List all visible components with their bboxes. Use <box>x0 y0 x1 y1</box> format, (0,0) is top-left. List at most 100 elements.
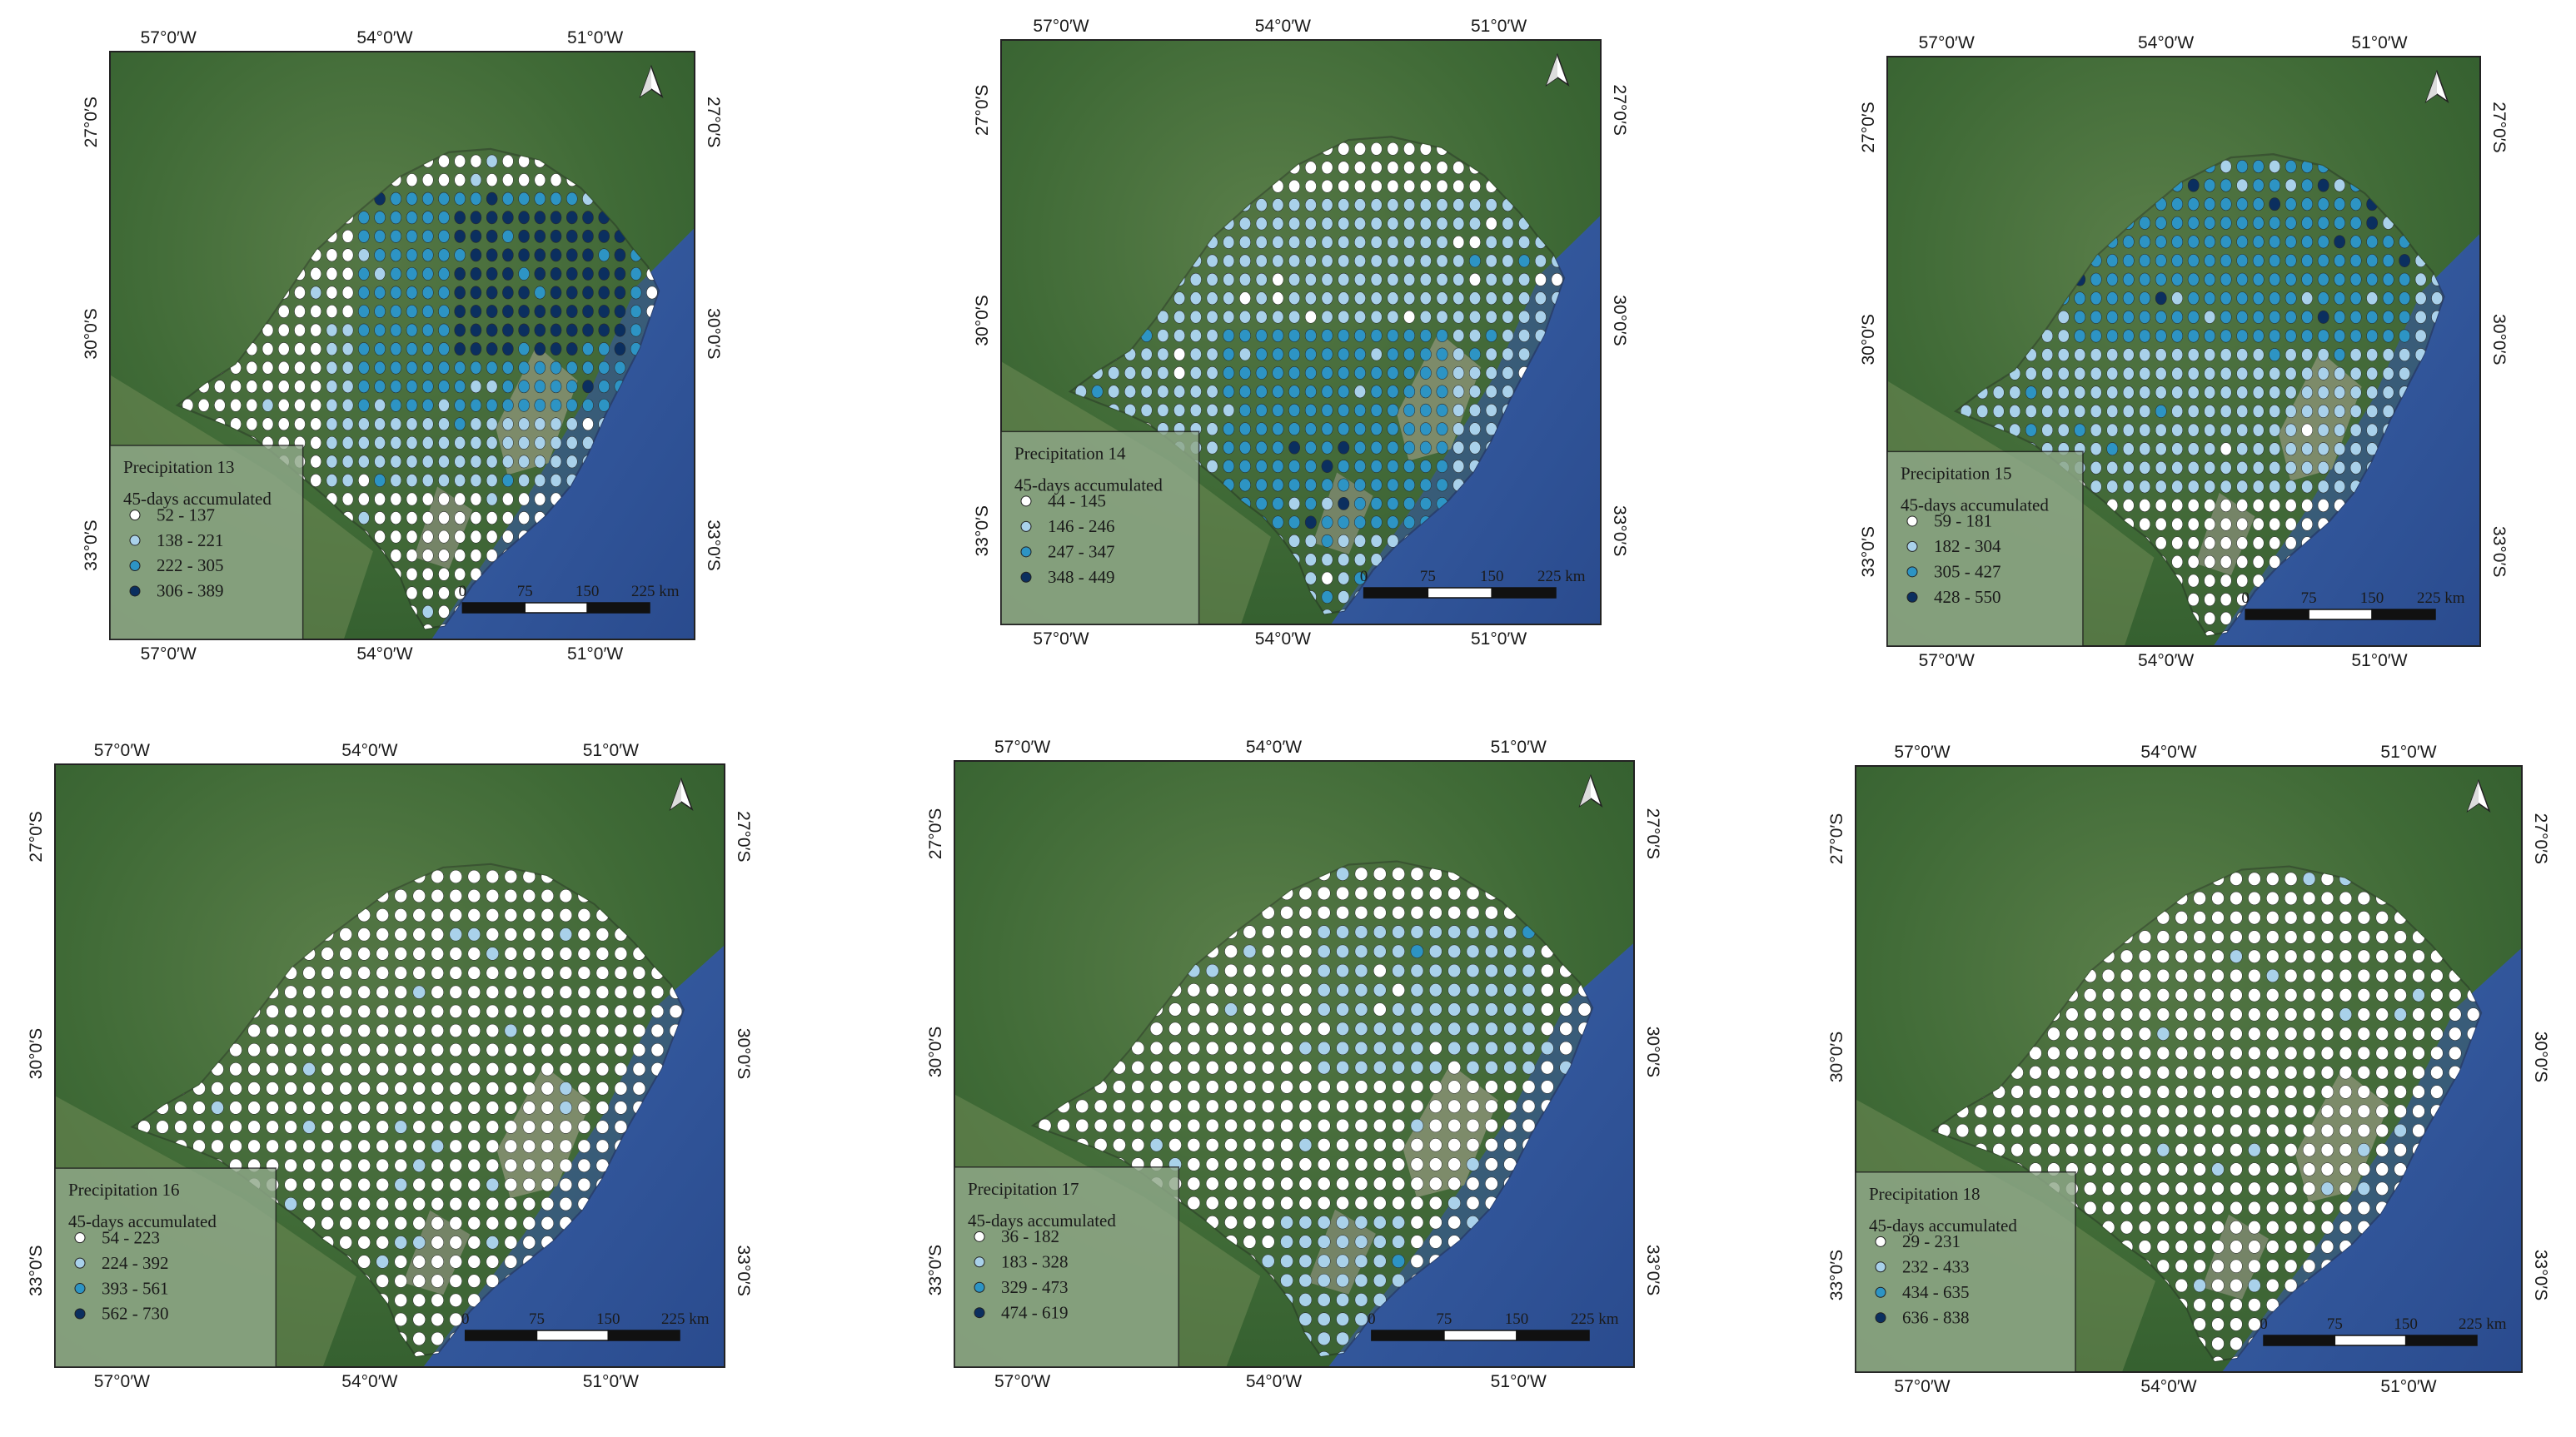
precipitation-point <box>470 511 482 525</box>
precipitation-point <box>1140 366 1153 380</box>
precipitation-point <box>2248 1201 2261 1216</box>
precipitation-point <box>1502 291 1514 306</box>
precipitation-point <box>1485 1002 1498 1017</box>
precipitation-point <box>2155 348 2167 362</box>
precipitation-point <box>550 455 562 469</box>
precipitation-point <box>1157 366 1169 380</box>
precipitation-point <box>302 1120 316 1134</box>
precipitation-point <box>2320 988 2334 1002</box>
precipitation-point <box>2349 442 2362 456</box>
precipitation-point <box>1261 1002 1275 1017</box>
precipitation-point <box>614 1042 628 1057</box>
precipitation-point <box>2047 1066 2060 1080</box>
precipitation-point <box>2317 385 2329 400</box>
precipitation-point <box>1298 1138 1313 1152</box>
precipitation-point <box>577 1004 591 1018</box>
precipitation-point <box>1502 236 1514 249</box>
precipitation-point <box>1370 366 1383 380</box>
precipitation-point <box>412 947 426 961</box>
precipitation-point <box>559 947 573 961</box>
precipitation-point <box>2302 968 2316 983</box>
precipitation-point <box>2248 872 2261 886</box>
precipitation-point <box>431 1312 444 1326</box>
precipitation-point <box>2394 1066 2407 1080</box>
precipitation-point <box>1280 1157 1293 1171</box>
precipitation-point <box>486 1004 499 1018</box>
precipitation-point <box>595 1042 610 1057</box>
precipitation-point <box>2269 160 2281 173</box>
precipitation-point <box>1522 944 1536 958</box>
precipitation-point <box>2025 405 2037 418</box>
precipitation-point <box>339 985 352 999</box>
precipitation-point <box>1255 460 1268 473</box>
longitude-label: 57°0′W <box>1919 651 1975 670</box>
precipitation-point <box>2349 423 2362 437</box>
precipitation-point <box>2101 1181 2115 1196</box>
precipitation-point <box>394 947 407 961</box>
precipitation-point <box>2366 291 2379 306</box>
precipitation-point <box>454 380 466 394</box>
precipitation-point <box>2122 366 2135 380</box>
precipitation-point <box>1469 329 1481 342</box>
precipitation-point <box>1173 291 1186 306</box>
precipitation-point <box>1354 1099 1368 1113</box>
precipitation-point <box>2106 348 2119 362</box>
legend-range-label: 474 - 619 <box>1001 1302 1069 1322</box>
precipitation-point <box>582 229 594 243</box>
precipitation-point <box>541 1042 555 1057</box>
precipitation-point <box>2187 291 2200 306</box>
precipitation-point <box>2339 1104 2353 1118</box>
precipitation-point <box>2375 1143 2389 1157</box>
precipitation-point <box>431 1177 444 1192</box>
precipitation-point <box>2302 1066 2316 1080</box>
precipitation-point <box>2101 1027 2115 1041</box>
precipitation-point <box>2357 1162 2370 1176</box>
precipitation-point <box>1187 1157 1201 1171</box>
precipitation-point <box>421 173 434 187</box>
precipitation-point <box>357 947 371 961</box>
precipitation-point <box>2156 1201 2170 1216</box>
precipitation-point <box>2334 291 2346 306</box>
precipitation-point <box>2399 272 2410 286</box>
precipitation-point <box>1187 983 1201 997</box>
precipitation-point <box>1541 1061 1554 1075</box>
precipitation-point <box>2139 423 2151 437</box>
precipitation-point <box>1436 216 1448 231</box>
precipitation-point <box>390 398 402 412</box>
precipitation-point <box>2382 254 2394 268</box>
precipitation-point <box>247 1139 261 1153</box>
precipitation-point <box>1223 236 1235 249</box>
precipitation-point <box>449 1101 462 1115</box>
precipitation-point <box>1336 1080 1349 1094</box>
precipitation-point <box>1223 366 1235 380</box>
precipitation-point <box>438 342 450 356</box>
precipitation-point <box>650 1004 665 1018</box>
precipitation-point <box>2266 1046 2280 1061</box>
precipitation-point <box>486 947 499 961</box>
latitude-label: 33°0′S <box>973 505 992 556</box>
precipitation-point <box>467 947 481 961</box>
precipitation-point <box>302 1177 316 1192</box>
precipitation-point <box>2252 272 2265 286</box>
precipitation-point <box>2122 291 2135 306</box>
precipitation-point <box>339 966 352 980</box>
precipitation-point <box>376 1081 389 1096</box>
precipitation-point <box>454 173 466 187</box>
precipitation-point <box>1173 310 1186 324</box>
precipitation-point <box>449 927 462 942</box>
precipitation-point <box>2187 366 2200 380</box>
precipitation-point <box>1403 198 1416 212</box>
precipitation-point <box>2175 949 2188 963</box>
precipitation-point <box>2236 385 2249 400</box>
precipitation-point <box>1057 1118 1070 1133</box>
precipitation-point <box>2301 499 2314 513</box>
precipitation-point <box>550 191 562 206</box>
longitude-label: 54°0′W <box>2138 33 2194 52</box>
precipitation-point <box>582 417 594 431</box>
precipitation-point <box>1436 422 1448 436</box>
precipitation-point <box>595 1004 610 1018</box>
precipitation-point <box>1354 347 1366 361</box>
precipitation-point <box>1447 1041 1461 1056</box>
precipitation-point <box>1447 906 1461 920</box>
precipitation-point <box>2230 988 2243 1002</box>
